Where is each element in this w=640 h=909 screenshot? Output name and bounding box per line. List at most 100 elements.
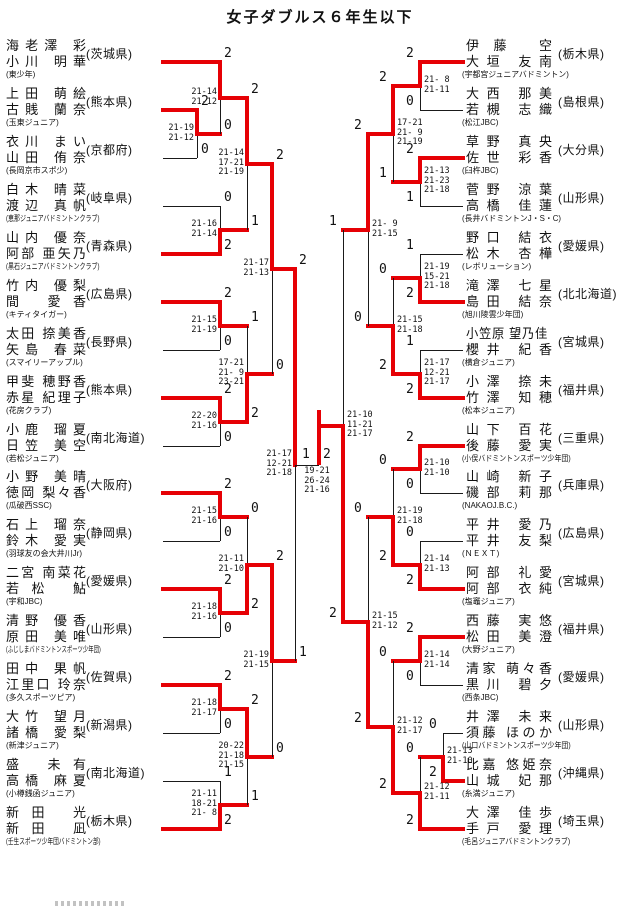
match-set-scores: 21-14 21-14: [424, 650, 450, 670]
bracket-line-red: [391, 515, 395, 567]
match-set-scores: 21-16 21-14: [191, 219, 217, 239]
team-player-1: 小笠原 望乃佳: [466, 325, 548, 341]
match-score-digit: 2: [224, 381, 232, 397]
bracket-line-red: [245, 372, 249, 424]
team-baseline: [443, 733, 463, 735]
team-prefecture: (青森県): [86, 238, 133, 253]
team-player-2: 山城 妃那: [466, 773, 552, 789]
match-score-digit: 1: [299, 645, 307, 660]
team-player-1: 大澤 佳歩: [466, 805, 552, 820]
bracket-line-red: [218, 803, 222, 831]
match-score-digit: 0: [224, 621, 232, 637]
team-baseline: [418, 443, 465, 448]
match-set-scores: 21-15 21-16: [191, 506, 217, 526]
bracket-line: [272, 661, 273, 757]
match-score-digit: 2: [276, 148, 284, 163]
team-player-1: 比嘉 悠姫奈: [466, 757, 552, 773]
bracket-line: [220, 517, 221, 542]
match-score-digit: 2: [224, 813, 232, 828]
match-set-scores: 21-14 21-13: [424, 554, 450, 574]
match-score-digit: 2: [354, 711, 362, 726]
match-score-digit: 2: [406, 621, 414, 637]
match-set-scores: 21-19 21-15: [243, 650, 269, 670]
match-score-digit: 2: [406, 381, 414, 397]
bracket-line-red: [218, 420, 249, 424]
match-score-digit: 2: [251, 597, 259, 612]
match-score-digit: 2: [224, 573, 232, 589]
bracket-line: [247, 326, 248, 374]
team-player-2: 小川 明華: [6, 54, 86, 69]
team-player-1: 大西 那美: [466, 85, 552, 101]
team-baseline: [420, 541, 463, 543]
bracket-line-red: [391, 467, 422, 471]
team-club: (宇和JBC): [6, 597, 43, 607]
match-set-scores: 21-14 17-21 21-19: [218, 148, 244, 178]
bracket-line-red: [418, 791, 422, 831]
team-player-1: 小鹿 瑠夏: [6, 421, 86, 437]
match-score-digit: 2: [251, 406, 259, 421]
bracket-line-red: [218, 515, 249, 519]
match-score-digit: 0: [224, 333, 232, 349]
bracket-line: [247, 757, 248, 805]
team-prefecture: (岐阜県): [86, 190, 133, 205]
bracket-line-red: [391, 84, 395, 136]
team-club: (長岡京市スポ少): [6, 165, 68, 175]
team-prefecture: (山形県): [86, 622, 133, 637]
team-player-1: 小野 美晴: [6, 469, 86, 485]
match-score-digit: 2: [379, 549, 387, 564]
team-baseline: [163, 541, 220, 543]
team-player-2: 若松 鮎: [6, 581, 86, 597]
team-player-1: 山崎 新子: [466, 469, 552, 485]
bracket-line: [220, 326, 221, 350]
team-baseline: [420, 109, 463, 111]
team-prefecture: (大分県): [558, 142, 605, 157]
bracket-line: [420, 757, 421, 793]
bracket-line-red: [245, 372, 274, 376]
bracket-line-red: [245, 755, 274, 759]
final-set-scores: 19-21 26-24 21-16: [304, 466, 330, 495]
footer-artifact: [55, 901, 127, 906]
team-player-2: 松田 美澄: [466, 629, 552, 645]
match-score-digit: 2: [406, 813, 414, 828]
team-baseline: [161, 107, 199, 112]
bracket-line-red: [391, 659, 422, 663]
bracket-line-red: [293, 267, 297, 467]
team-player-2: 新田 凪: [6, 821, 86, 836]
match-score-digit: 2: [429, 765, 437, 781]
match-set-scores: 21-17 12-21 21-17: [424, 358, 450, 388]
team-baseline: [418, 60, 465, 64]
team-prefecture: (広島県): [558, 526, 605, 541]
team-club: (塩竈ジュニア): [462, 597, 515, 607]
match-score-digit: 0: [224, 118, 232, 133]
team-player-1: 清家 萌々香: [466, 661, 552, 677]
bracket-line-red: [418, 563, 422, 592]
bracket-line: [247, 164, 248, 230]
team-baseline: [163, 637, 220, 639]
bracket-line: [220, 781, 221, 805]
team-baseline: [163, 445, 220, 447]
match-score-digit: 0: [379, 453, 387, 468]
team-club: (松江JBC): [462, 117, 499, 127]
team-club: (毛呂ジュニアバドミントンクラブ): [462, 837, 571, 846]
bracket-line: [443, 733, 444, 757]
match-set-scores: 21-15 21-12: [372, 611, 398, 631]
team-baseline: [161, 251, 222, 256]
team-prefecture: (福井県): [558, 622, 605, 637]
team-player-1: 上田 萌絵: [6, 85, 86, 101]
team-baseline: [420, 253, 463, 255]
team-player-2: 大垣 友南: [466, 54, 552, 69]
match-set-scores: 22-20 21-16: [191, 411, 217, 431]
team-prefecture: (福井県): [558, 382, 605, 397]
team-club: (小俣バドミントンスポーツ少年団): [462, 453, 571, 463]
bracket-line: [420, 469, 421, 494]
bracket-line: [220, 422, 221, 446]
team-player-2: 竹澤 知穂: [466, 389, 552, 405]
bracket-line-red: [218, 228, 222, 256]
match-score-digit: 0: [429, 717, 437, 733]
match-set-scores: 17-21 21- 9 23-21: [218, 358, 244, 388]
match-set-scores: 21- 9 21-15: [372, 219, 398, 239]
team-player-2: 佐世 彩香: [466, 149, 552, 165]
team-player-1: 衣川 まい: [6, 133, 86, 149]
bracket-line-red: [391, 791, 422, 795]
